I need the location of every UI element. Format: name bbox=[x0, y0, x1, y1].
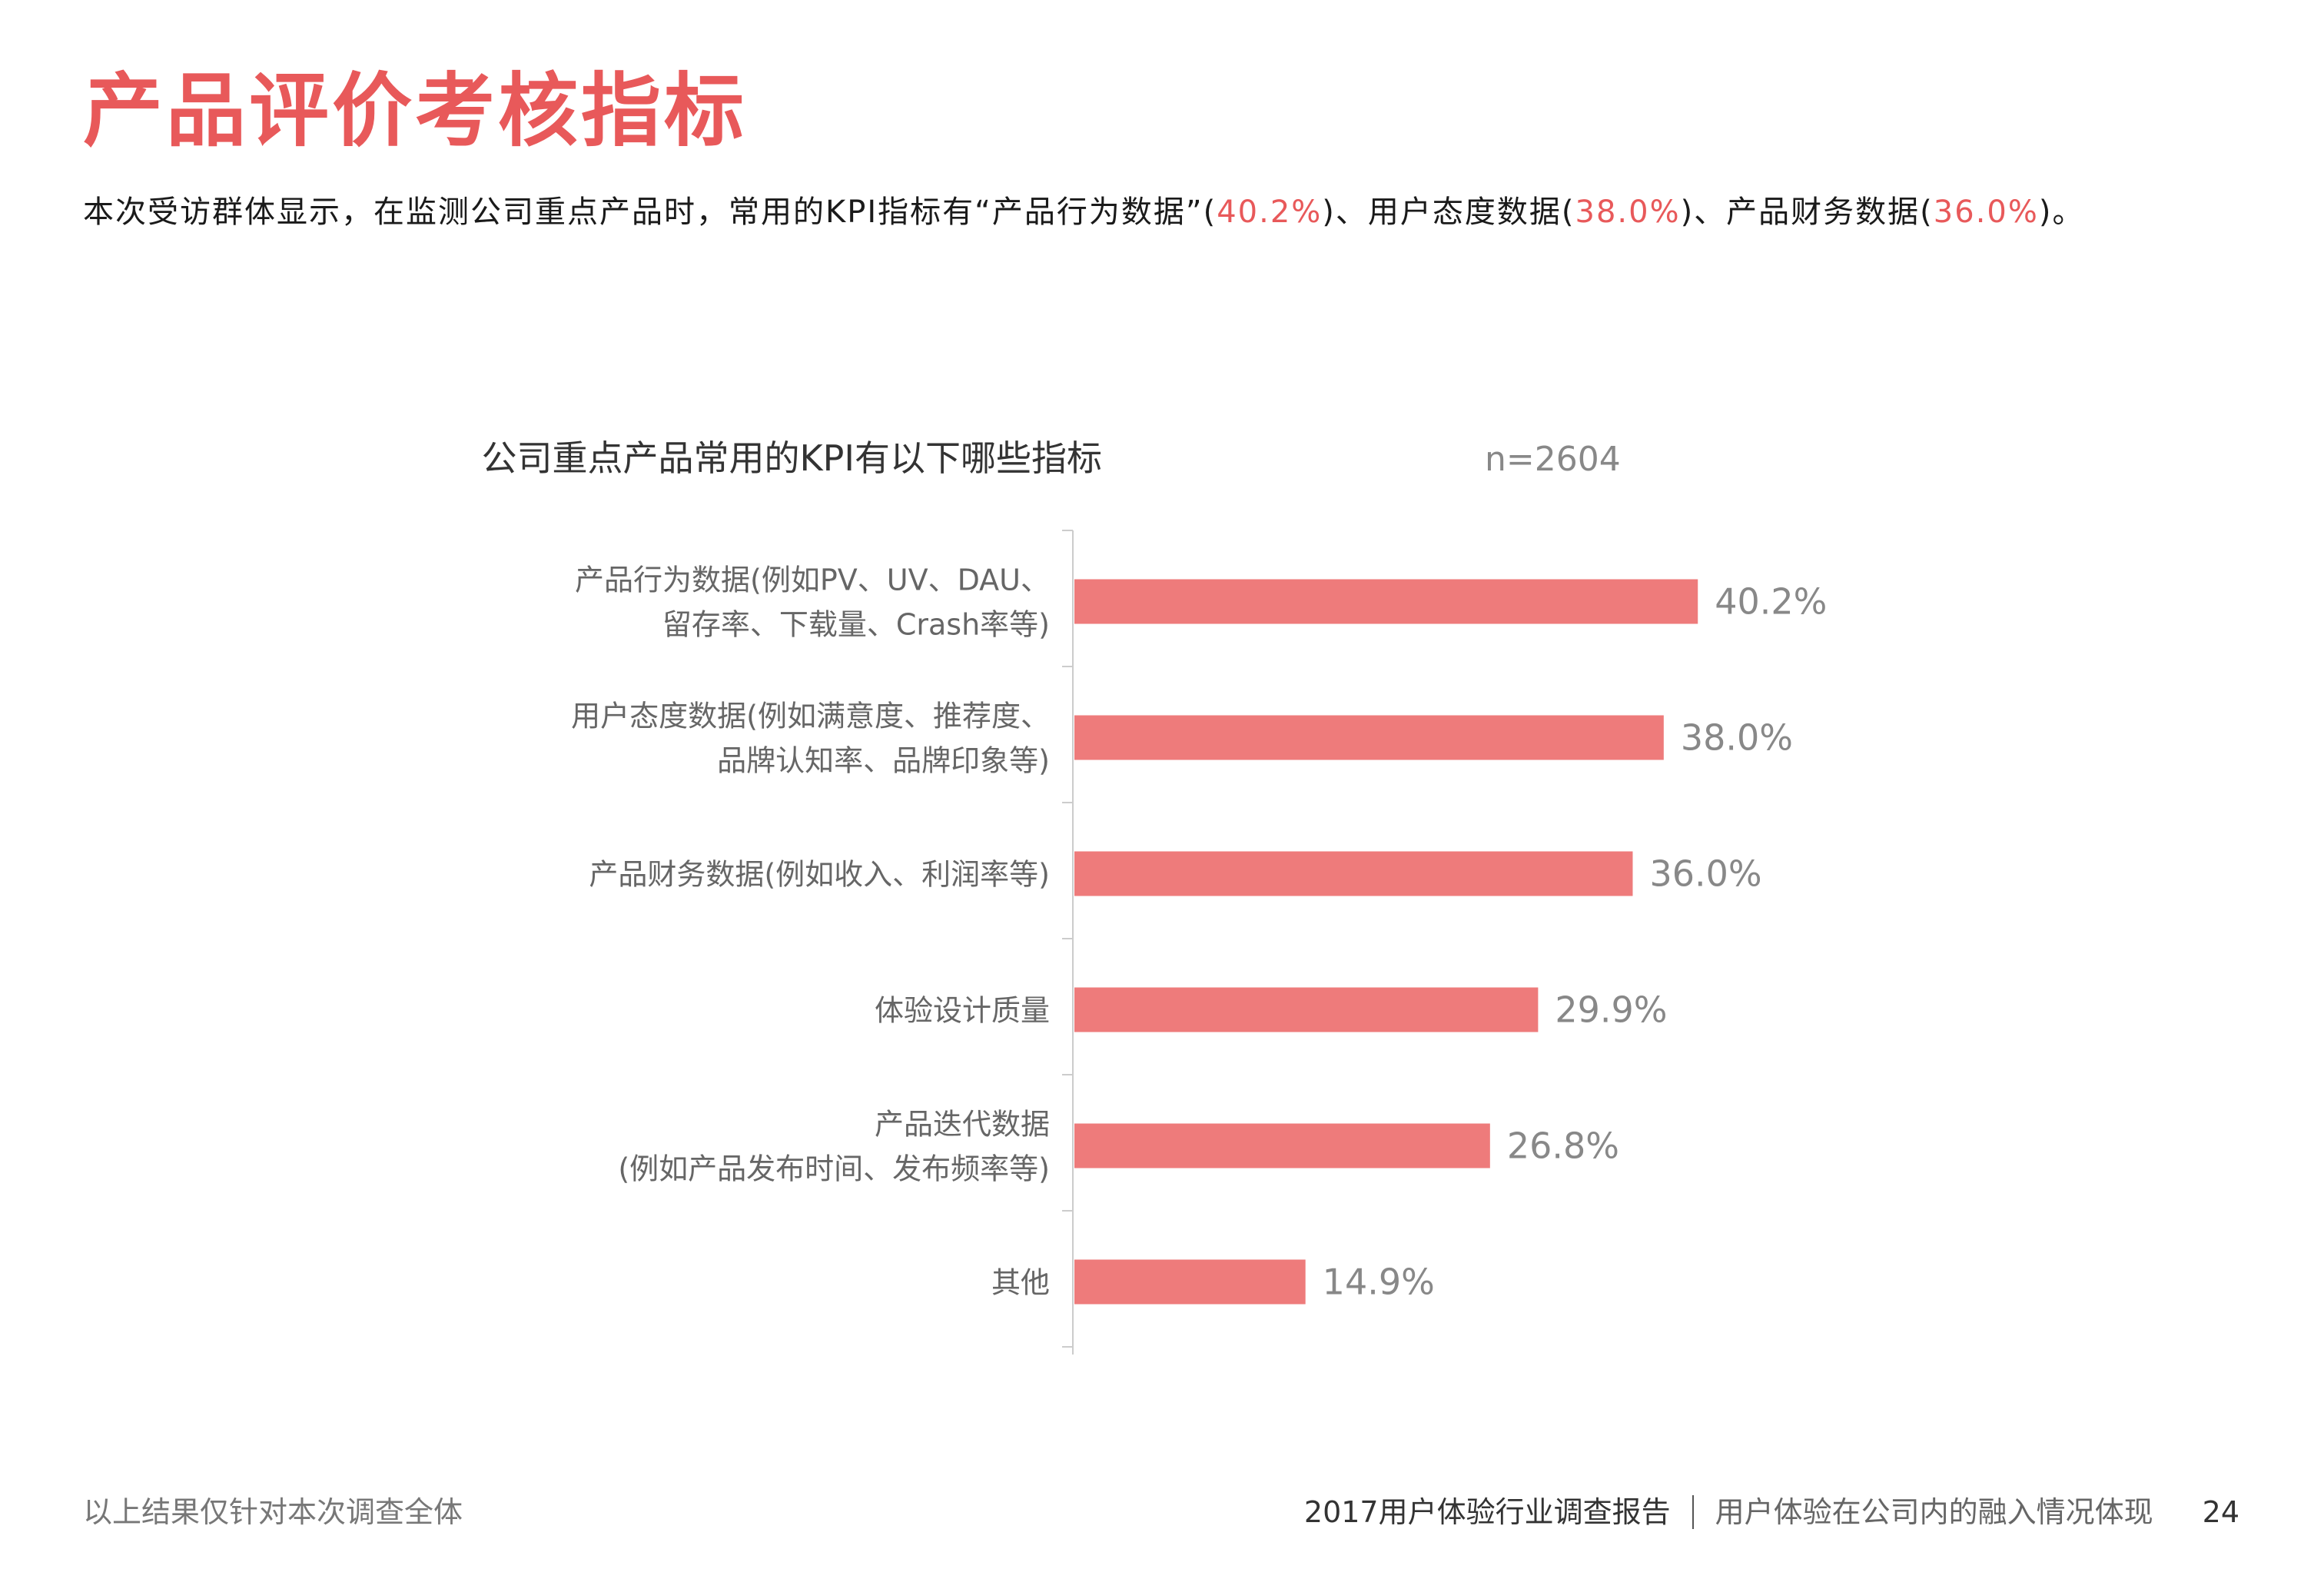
category-label: (例如产品发布时间、发布频率等) bbox=[618, 1152, 1050, 1186]
summary-highlight-value: 40.2% bbox=[1217, 194, 1323, 230]
category-label: 其他 bbox=[991, 1266, 1050, 1300]
page-title: 产品评价考核指标 bbox=[83, 64, 748, 158]
bar bbox=[1074, 1259, 1306, 1305]
summary-text-part: )、产品财务数据( bbox=[1680, 194, 1934, 230]
bar bbox=[1074, 987, 1539, 1032]
summary-highlight-value: 38.0% bbox=[1575, 194, 1681, 230]
value-label: 38.0% bbox=[1681, 717, 1793, 759]
footer-info: 2017用户体验行业调查报告 用户体验在公司内的融入情况体现 24 bbox=[1304, 1493, 2239, 1531]
bar bbox=[1074, 579, 1698, 624]
category-label: 产品财务数据(例如收入、利润率等) bbox=[589, 858, 1050, 892]
value-label: 36.0% bbox=[1649, 853, 1761, 895]
value-label: 26.8% bbox=[1507, 1125, 1619, 1167]
category-label: 用户态度数据(例如满意度、推荐度、 bbox=[571, 700, 1050, 733]
summary-text-part: )、用户态度数据( bbox=[1322, 194, 1575, 230]
category-label: 体验设计质量 bbox=[875, 994, 1050, 1028]
category-label: 品牌认知率、品牌印象等) bbox=[717, 744, 1050, 778]
value-label: 14.9% bbox=[1323, 1262, 1435, 1303]
summary-text-part: )。 bbox=[2038, 194, 2085, 230]
category-labels: 产品行为数据(例如PV、UV、DAU、留存率、下载量、Crash率等) 用户态度数… bbox=[571, 563, 1050, 1300]
value-label: 40.2% bbox=[1715, 581, 1827, 623]
chart-title: 公司重点产品常用的KPI有以下哪些指标 bbox=[482, 437, 1102, 479]
bar bbox=[1074, 1123, 1490, 1168]
summary-highlight-value: 36.0% bbox=[1933, 194, 2039, 230]
value-label: 29.9% bbox=[1555, 989, 1667, 1031]
footer-note: 以上结果仅针对本次调查全体 bbox=[83, 1495, 463, 1529]
summary-text-part: 本次受访群体显示，在监测公司重点产品时，常用的KPI指标有“产品行为数据”( bbox=[83, 194, 1217, 230]
bar bbox=[1074, 715, 1664, 760]
report-title: 2017用户体验行业调查报告 bbox=[1303, 1495, 1671, 1529]
value-labels: 40.2% 38.0% 36.0% 29.9% 26.8% 14.9% bbox=[1323, 581, 1828, 1303]
category-label: 留存率、下载量、Crash率等) bbox=[662, 608, 1050, 642]
bar bbox=[1074, 851, 1633, 896]
category-label: 产品行为数据(例如PV、UV、DAU、 bbox=[575, 563, 1050, 597]
category-axis bbox=[1062, 530, 1074, 1355]
section-title: 用户体验在公司内的融入情况体现 bbox=[1715, 1495, 2153, 1529]
page-number: 24 bbox=[2202, 1495, 2239, 1529]
summary-text: 本次受访群体显示，在监测公司重点产品时，常用的KPI指标有“产品行为数据”(40… bbox=[83, 191, 2189, 234]
category-label: 产品迭代数据 bbox=[875, 1108, 1050, 1142]
bars bbox=[1074, 579, 1698, 1305]
sample-size: n=2604 bbox=[1485, 440, 1621, 479]
footer-divider bbox=[1692, 1495, 1694, 1529]
